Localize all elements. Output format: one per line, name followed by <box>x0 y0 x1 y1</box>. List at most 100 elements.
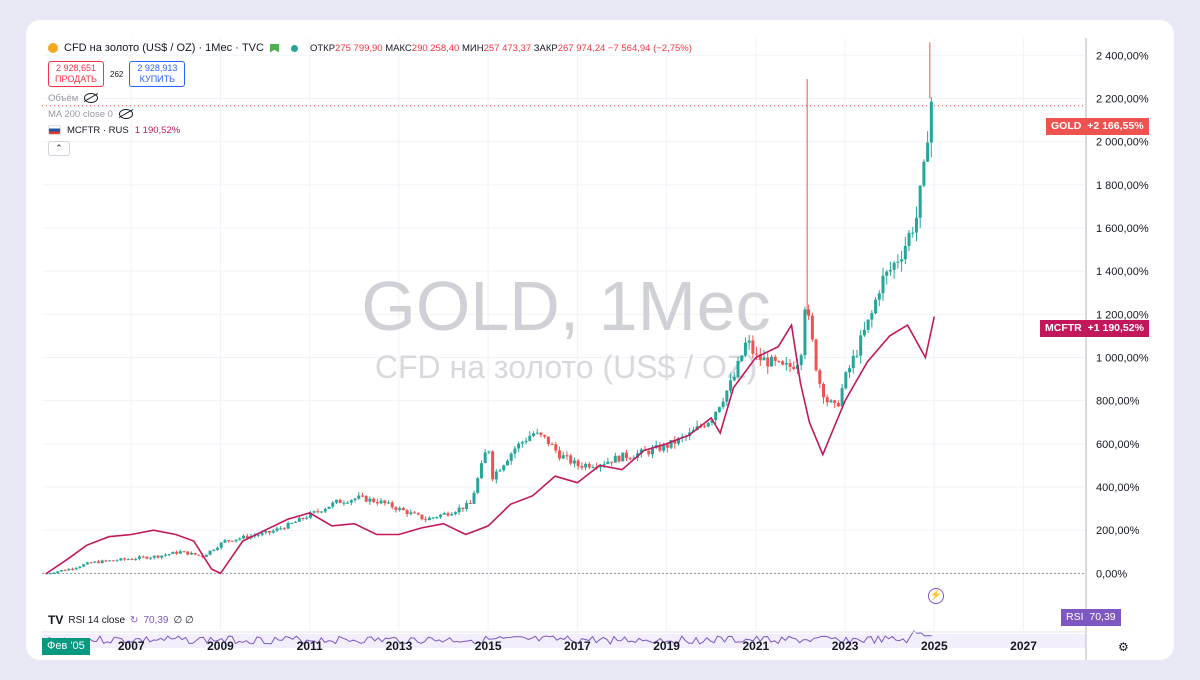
chart-canvas[interactable]: GOLD, 1Мес CFD на золото (US$ / OZ) 0,00… <box>26 20 1174 660</box>
candle-body <box>710 419 714 423</box>
candle-body <box>613 455 617 463</box>
candle-body <box>896 261 900 263</box>
candle-body <box>56 571 60 573</box>
candle-body <box>48 573 52 575</box>
collapse-chevron-icon[interactable]: ⌃ <box>48 140 70 156</box>
candle-body <box>818 370 822 384</box>
rsi-badge-value: 70,39 <box>1089 611 1116 623</box>
candle-body <box>762 357 766 361</box>
y-tick-label: 1 400,00% <box>1096 266 1149 278</box>
candle-body <box>182 551 186 553</box>
x-tick-label: 2011 <box>297 639 323 653</box>
rsi-value: 70,39 <box>143 614 169 626</box>
candle-body <box>160 555 164 558</box>
candle-body <box>290 522 294 524</box>
candle-body <box>450 514 454 516</box>
candle-body <box>476 478 480 493</box>
symbol-title[interactable]: CFD на золото (US$ / OZ) · 1Мес · TVC <box>64 42 264 54</box>
candle-body <box>282 528 286 530</box>
candle-body <box>346 502 350 504</box>
candle-body <box>591 467 595 469</box>
candle-body <box>743 342 747 356</box>
candle-body <box>658 445 662 451</box>
candle-body <box>502 465 506 471</box>
candle-body <box>427 517 431 521</box>
candle-body <box>398 508 402 510</box>
candle-body <box>479 463 483 479</box>
candle-body <box>85 562 89 565</box>
y-tick-label: 600,00% <box>1096 439 1140 451</box>
x-tick-label: 2013 <box>386 639 413 653</box>
settings-gear-icon[interactable]: ⚙ <box>1118 640 1129 654</box>
candle-body <box>520 442 524 444</box>
candle-body <box>773 356 777 362</box>
x-tick-label: 2023 <box>832 639 859 653</box>
candle-body <box>163 554 167 556</box>
candle-body <box>208 550 212 555</box>
candle-body <box>784 363 788 365</box>
lightning-event-icon[interactable]: ⚡ <box>928 588 944 604</box>
candle-body <box>528 435 532 441</box>
candle-body <box>383 500 387 504</box>
candle-body <box>587 463 591 468</box>
candle-body <box>104 560 108 562</box>
candle-body <box>204 554 208 557</box>
refresh-icon[interactable]: ↻ <box>130 614 139 626</box>
candle-body <box>175 551 179 554</box>
candle-body <box>368 498 372 502</box>
candle-body <box>264 531 268 533</box>
candle-body <box>145 556 149 559</box>
candle-body <box>673 439 677 444</box>
hidden-eye-icon[interactable] <box>118 109 133 119</box>
candle-body <box>294 521 298 523</box>
gold-price-badge: GOLD +2 166,55% <box>1046 118 1149 135</box>
candle-body <box>914 217 918 233</box>
rsi-legend[interactable]: TV RSI 14 close ↻ 70,39 ∅ ∅ <box>48 613 194 627</box>
candle-body <box>903 245 907 260</box>
candle-body <box>334 499 338 503</box>
candle-body <box>584 463 588 468</box>
candle-body <box>424 519 428 521</box>
rsi-band <box>42 634 1086 648</box>
candle-body <box>624 452 628 459</box>
candle-body <box>639 449 643 454</box>
volume-row[interactable]: Объём <box>48 90 692 106</box>
candle-body <box>825 397 829 403</box>
candle-body <box>483 452 487 464</box>
candle-body <box>472 492 476 504</box>
candle-body <box>59 570 63 572</box>
x-tick-label: 2019 <box>653 639 680 653</box>
compare-label: MCFTR · RUS <box>67 124 129 136</box>
sell-button[interactable]: 2 928,651 ПРОДАТЬ <box>48 61 104 87</box>
x-tick-label: 2015 <box>475 639 502 653</box>
candle-body <box>238 538 242 540</box>
compare-value: 1 190,52% <box>134 124 181 136</box>
gold-badge-name: GOLD <box>1051 120 1082 132</box>
candle-body <box>312 511 316 513</box>
candle-body <box>171 551 175 555</box>
open-label: ОТКР <box>309 42 336 54</box>
candle-body <box>126 559 130 561</box>
candle-body <box>305 517 309 519</box>
candle-body <box>565 455 569 457</box>
start-date-badge: Фев '05 <box>42 638 90 655</box>
candle-body <box>669 439 673 448</box>
candle-body <box>758 354 762 361</box>
candle-body <box>836 402 840 407</box>
ma-row[interactable]: MA 200 close 0 <box>48 106 692 122</box>
candle-body <box>777 361 781 363</box>
candle-body <box>546 436 550 444</box>
y-tick-label: 400,00% <box>1096 482 1140 494</box>
hidden-eye-icon[interactable] <box>84 93 99 103</box>
candle-body <box>885 271 889 276</box>
spread-value: 262 <box>110 69 124 79</box>
compare-row[interactable]: MCFTR · RUS 1 190,52% <box>48 122 692 138</box>
trade-row: 2 928,651 ПРОДАТЬ 262 2 928,913 КУПИТЬ <box>48 60 692 88</box>
candle-body <box>357 495 361 499</box>
buy-label: КУПИТЬ <box>139 74 176 84</box>
candle-body <box>331 502 335 507</box>
candle-body <box>119 558 123 561</box>
mcftr-price-badge: MCFTR +1 190,52% <box>1040 320 1149 337</box>
y-tick-label: 800,00% <box>1096 396 1140 408</box>
buy-button[interactable]: 2 928,913 КУПИТЬ <box>129 61 186 87</box>
